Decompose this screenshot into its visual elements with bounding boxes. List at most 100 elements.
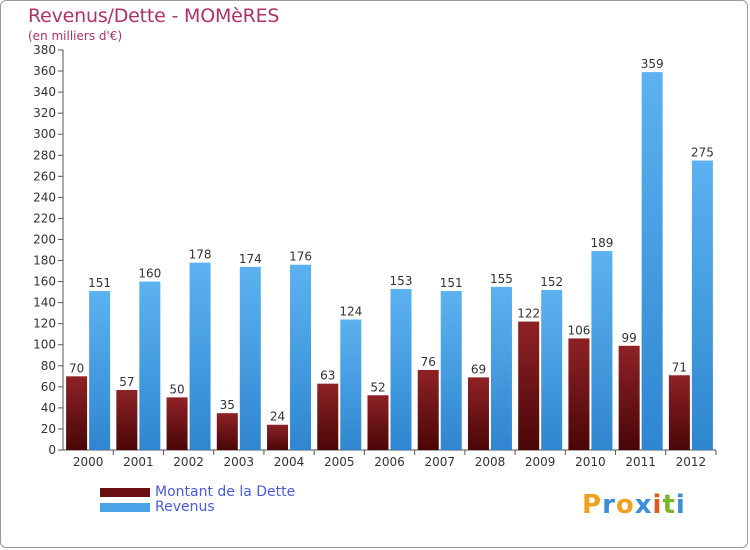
- y-tick-label: 80: [41, 359, 56, 373]
- bar-revenus: [340, 319, 362, 450]
- data-label: 106: [567, 323, 590, 337]
- bar-revenus: [139, 281, 161, 450]
- data-label: 35: [220, 398, 235, 412]
- data-label: 155: [490, 272, 513, 286]
- bar-dette: [166, 397, 188, 450]
- bar-dette: [518, 321, 540, 450]
- y-tick-label: 360: [33, 64, 56, 78]
- bar-revenus: [641, 72, 663, 451]
- logo-letter: t: [662, 490, 676, 520]
- bar-revenus: [189, 262, 211, 450]
- y-tick-label: 320: [33, 106, 56, 120]
- logo-letter: P: [582, 490, 603, 520]
- bar-revenus: [591, 251, 613, 450]
- x-tick-label: 2011: [625, 455, 656, 469]
- data-label: 52: [370, 380, 385, 394]
- y-tick-label: 200: [33, 232, 56, 246]
- x-tick-label: 2010: [575, 455, 606, 469]
- data-label: 151: [440, 276, 463, 290]
- y-tick-label: 300: [33, 127, 56, 141]
- data-label: 160: [138, 267, 161, 281]
- data-label: 50: [169, 382, 184, 396]
- x-tick-label: 2006: [374, 455, 405, 469]
- data-label: 122: [517, 307, 540, 321]
- bar-dette: [568, 338, 590, 450]
- data-label: 69: [471, 362, 486, 376]
- bar-dette: [216, 413, 238, 450]
- bar-dette: [367, 395, 389, 450]
- bar-revenus: [541, 290, 563, 450]
- legend-label-revenus: Revenus: [155, 499, 215, 515]
- bar-dette: [668, 375, 690, 450]
- y-tick-label: 220: [33, 211, 56, 225]
- y-tick-label: 260: [33, 169, 56, 183]
- bar-revenus: [290, 264, 312, 450]
- bar-dette: [66, 376, 88, 450]
- data-label: 152: [540, 275, 563, 289]
- y-tick-label: 20: [41, 422, 56, 436]
- y-tick-label: 0: [48, 443, 56, 457]
- data-label: 71: [672, 360, 687, 374]
- bar-dette: [618, 345, 640, 450]
- bar-dette: [417, 370, 439, 450]
- x-tick-label: 2002: [173, 455, 204, 469]
- bar-dette: [116, 390, 138, 450]
- data-label: 174: [239, 252, 262, 266]
- y-tick-label: 180: [33, 254, 56, 268]
- chart-subtitle: (en milliers d'€): [28, 29, 123, 43]
- data-label: 63: [320, 369, 335, 383]
- bar-revenus: [691, 160, 713, 451]
- data-label: 99: [622, 331, 637, 345]
- y-tick-label: 160: [33, 275, 56, 289]
- y-tick-label: 100: [33, 338, 56, 352]
- x-tick-label: 2005: [324, 455, 355, 469]
- y-tick-label: 380: [33, 43, 56, 57]
- data-label: 189: [590, 236, 613, 250]
- data-label: 124: [339, 304, 362, 318]
- bar-dette: [267, 424, 289, 450]
- bar-revenus: [440, 291, 462, 450]
- data-label: 176: [289, 250, 312, 264]
- x-tick-label: 2009: [525, 455, 556, 469]
- bar-revenus: [89, 291, 111, 450]
- y-tick-label: 140: [33, 296, 56, 310]
- x-tick-label: 2012: [676, 455, 707, 469]
- data-label: 57: [119, 375, 134, 389]
- y-tick-label: 120: [33, 317, 56, 331]
- legend-swatch-debt: [100, 488, 150, 497]
- y-tick-label: 340: [33, 85, 56, 99]
- logo-letter: r: [602, 490, 616, 520]
- data-label: 153: [390, 274, 413, 288]
- x-tick-label: 2008: [475, 455, 506, 469]
- data-label: 70: [69, 361, 84, 375]
- logo-letter: o: [615, 490, 635, 520]
- bar-dette: [467, 377, 489, 450]
- x-tick-label: 2001: [123, 455, 154, 469]
- legend-swatch-revenus: [100, 503, 150, 512]
- data-label: 76: [421, 355, 436, 369]
- logo-letter: i: [675, 490, 686, 520]
- x-tick-label: 2007: [424, 455, 455, 469]
- data-label: 275: [691, 146, 714, 160]
- bar-revenus: [239, 266, 261, 450]
- legend-label-debt: Montant de la Dette: [155, 484, 296, 500]
- data-label: 359: [641, 57, 664, 71]
- y-tick-label: 280: [33, 148, 56, 162]
- data-label: 151: [88, 276, 111, 290]
- bar-dette: [317, 383, 339, 450]
- y-tick-label: 60: [41, 380, 56, 394]
- logo-letter: i: [652, 490, 663, 520]
- bar-revenus: [390, 288, 412, 450]
- chart-title: Revenus/Dette - MOMèRES: [28, 5, 280, 27]
- x-tick-label: 2000: [73, 455, 104, 469]
- x-tick-label: 2003: [224, 455, 255, 469]
- proxiti-logo: Proxiti: [582, 490, 686, 520]
- y-tick-label: 40: [41, 401, 56, 415]
- y-tick-label: 240: [33, 190, 56, 204]
- logo-letter: x: [634, 490, 653, 520]
- data-label: 178: [189, 248, 212, 262]
- data-label: 24: [270, 410, 285, 424]
- bar-revenus: [490, 286, 512, 450]
